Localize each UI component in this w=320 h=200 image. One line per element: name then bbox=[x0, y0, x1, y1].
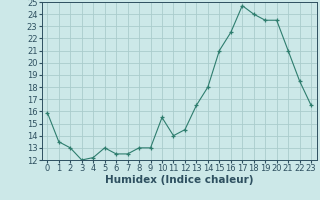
X-axis label: Humidex (Indice chaleur): Humidex (Indice chaleur) bbox=[105, 175, 253, 185]
